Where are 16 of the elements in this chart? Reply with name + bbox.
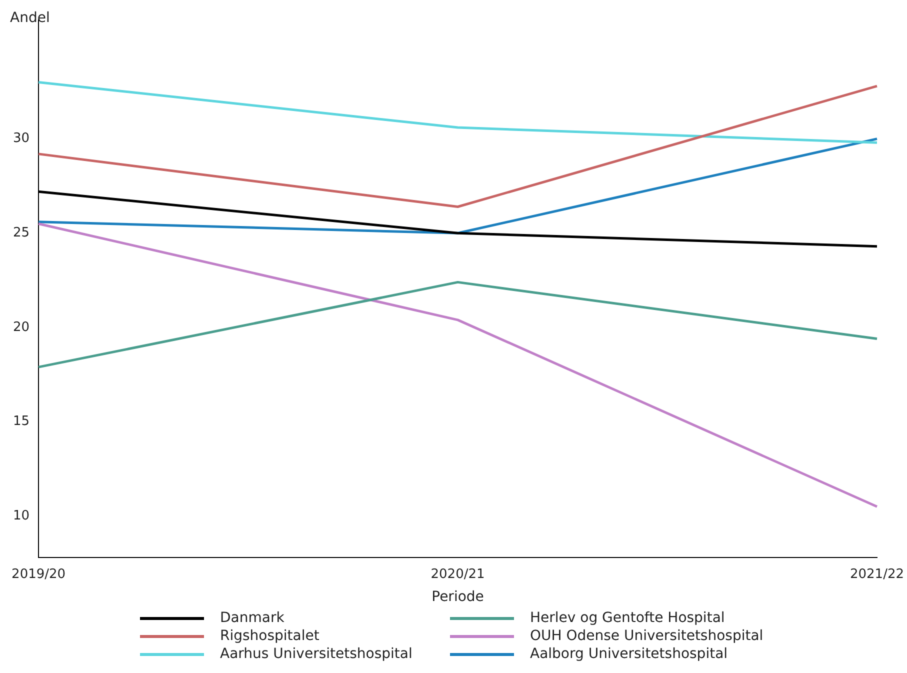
y-tick-label: 20 xyxy=(12,320,30,335)
x-tick-label: 2019/20 xyxy=(12,566,66,582)
y-tick-label: 30 xyxy=(12,131,30,146)
legend-label: Herlev og Gentofte Hospital xyxy=(530,610,725,626)
y-tick-label: 25 xyxy=(12,226,30,241)
legend-label: Rigshospitalet xyxy=(220,628,320,644)
legend-label: Danmark xyxy=(220,610,284,626)
x-tick-label: 2020/21 xyxy=(430,566,485,582)
x-axis-title: Periode xyxy=(432,589,484,606)
legend-label: OUH Odense Universitetshospital xyxy=(530,628,764,644)
y-tick-label: 10 xyxy=(12,508,30,524)
y-tick-label: 15 xyxy=(12,414,30,430)
legend-label: Aalborg Universitetshospital xyxy=(530,646,728,662)
x-tick-label: 2021/22 xyxy=(850,566,904,582)
y-axis-title: Andel xyxy=(10,10,50,26)
legend-label: Aarhus Universitetshospital xyxy=(220,646,412,662)
